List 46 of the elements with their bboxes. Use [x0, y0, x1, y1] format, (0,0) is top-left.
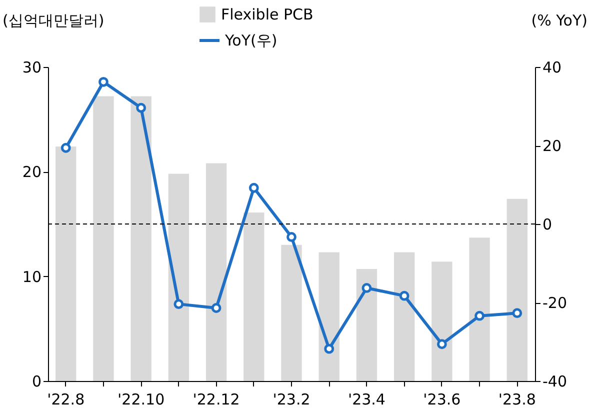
- bar: [432, 262, 452, 381]
- x-tick-label: '23.8: [498, 390, 536, 408]
- y-tick-label: 10: [22, 268, 42, 286]
- point: [60, 142, 71, 153]
- point: [248, 182, 259, 193]
- bar: [206, 163, 227, 381]
- point: [136, 102, 146, 113]
- x-tick-label: '22.8: [47, 390, 85, 408]
- y-tick-label: 0: [32, 372, 42, 390]
- y2-tick-label: -40: [542, 372, 567, 390]
- bar: [281, 244, 302, 381]
- bar: [394, 252, 415, 381]
- point: [436, 339, 447, 350]
- y2-tick-label: 40: [542, 58, 562, 76]
- bar: [356, 269, 378, 381]
- bar: [56, 146, 76, 381]
- point: [211, 303, 222, 313]
- bar: [93, 96, 114, 381]
- point: [399, 290, 410, 301]
- x-tick-label: '22.10: [118, 390, 165, 408]
- y2-tick-label: 20: [542, 137, 562, 155]
- y-axis-title: (십억대만달러): [2, 12, 104, 30]
- y2-axis-title: (% YoY): [531, 12, 588, 30]
- x-tick-label: '22.12: [192, 390, 240, 408]
- y-tick-label: 30: [22, 58, 42, 76]
- y2-tick-label: -20: [542, 294, 567, 312]
- bar: [244, 212, 264, 381]
- bar: [318, 252, 340, 381]
- y-tick-label: 20: [22, 163, 42, 182]
- point: [474, 310, 484, 321]
- point: [98, 76, 108, 87]
- x-tick-label: '23.4: [348, 390, 386, 408]
- y2-tick-label: 0: [542, 216, 552, 234]
- bar: [469, 238, 490, 381]
- point: [362, 283, 372, 293]
- bar: [506, 198, 528, 381]
- x-tick-label: '23.6: [423, 390, 461, 408]
- legend-label: Flexible PCB: [221, 6, 314, 24]
- bar: [168, 174, 190, 381]
- point: [324, 344, 334, 354]
- legend-label: YoY(우): [224, 32, 278, 50]
- point: [512, 308, 522, 318]
- point: [174, 299, 184, 310]
- x-tick-label: '23.2: [272, 390, 310, 408]
- bar: [130, 96, 152, 381]
- point: [286, 232, 296, 242]
